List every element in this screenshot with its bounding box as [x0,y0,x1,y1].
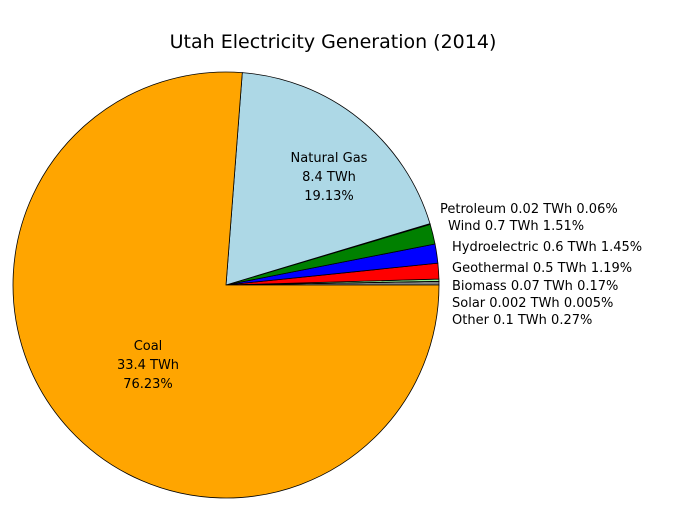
percent-label: 1.19% [591,261,632,276]
category-label: Petroleum [440,202,506,217]
twh-label: 0.6 TWh [543,240,597,255]
wedge-label: Wind 0.7 TWh 1.51% [448,219,584,234]
pie-wedge [12,71,440,499]
category-label: Natural Gas [291,151,368,166]
wedge-label: Solar 0.002 TWh 0.005% [452,296,613,311]
twh-label: 0.1 TWh [493,313,547,328]
percent-label: 1.51% [543,219,584,234]
chart-title: Utah Electricity Generation (2014) [170,31,497,53]
twh-label: 0.7 TWh [485,219,539,234]
wedge-label: Biomass 0.07 TWh 0.17% [452,279,618,294]
percent-label: 0.005% [564,296,614,311]
percent-label: 0.06% [576,202,617,217]
category-label: Wind [448,219,481,234]
wedge-label: Hydroelectric 0.6 TWh 1.45% [452,240,642,255]
percent-label: 76.23% [123,377,173,392]
twh-label: 8.4 TWh [302,170,356,185]
category-label: Other [452,313,490,328]
twh-label: 0.07 TWh [511,279,573,294]
pie-wedge [225,72,431,286]
category-label: Biomass [452,279,507,294]
category-label: Hydroelectric [452,240,539,255]
category-label: Coal [134,339,163,354]
percent-label: 1.45% [601,240,642,255]
percent-label: 0.17% [577,279,618,294]
twh-label: 0.02 TWh [510,202,572,217]
category-label: Geothermal [452,261,529,276]
percent-label: 19.13% [304,189,354,204]
twh-label: 0.002 TWh [489,296,559,311]
wedge-label: Petroleum 0.02 TWh 0.06% [440,202,618,217]
twh-label: 33.4 TWh [117,358,179,373]
twh-label: 0.5 TWh [533,261,587,276]
wedge-label: Geothermal 0.5 TWh 1.19% [452,261,632,276]
category-label: Solar [452,296,486,311]
wedge-label: Other 0.1 TWh 0.27% [452,313,592,328]
percent-label: 0.27% [551,313,592,328]
